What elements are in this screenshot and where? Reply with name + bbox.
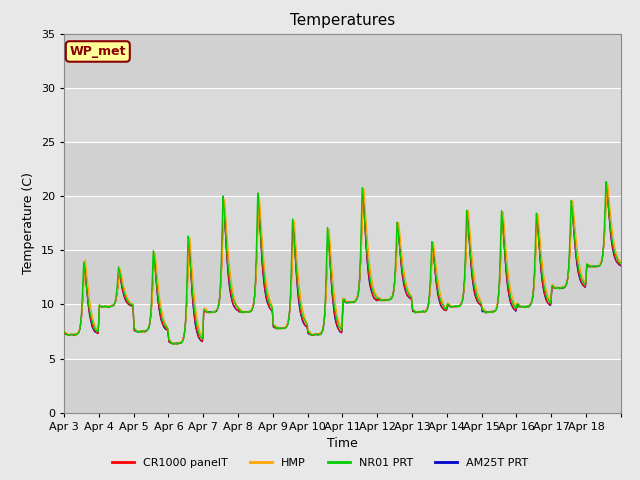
Legend: CR1000 panelT, HMP, NR01 PRT, AM25T PRT: CR1000 panelT, HMP, NR01 PRT, AM25T PRT [107,453,533,472]
Bar [64,88,621,142]
Bar [64,250,621,304]
Bar [64,142,621,196]
X-axis label: Time: Time [327,437,358,450]
Bar [64,34,621,88]
Y-axis label: Temperature (C): Temperature (C) [22,172,35,274]
Title: Temperatures: Temperatures [290,13,395,28]
Text: WP_met: WP_met [70,45,126,58]
Bar [64,359,621,413]
Bar [64,304,621,359]
Bar [64,196,621,250]
